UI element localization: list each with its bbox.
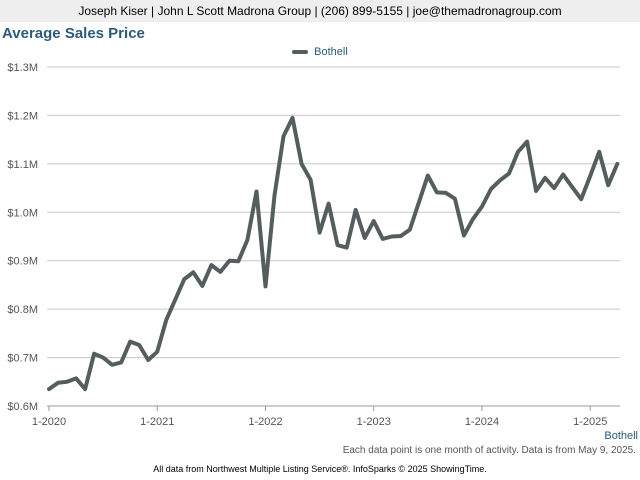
gridlines bbox=[47, 66, 620, 407]
x-tick-label: 1-2025 bbox=[573, 416, 607, 428]
chart-title: Average Sales Price bbox=[2, 25, 145, 42]
x-tick-label: 1-2020 bbox=[32, 416, 66, 428]
legend[interactable]: Bothell bbox=[0, 46, 640, 58]
header-contact-text: Joseph Kiser | John L Scott Madrona Grou… bbox=[78, 4, 562, 18]
data-note: Each data point is one month of activity… bbox=[342, 445, 636, 456]
y-tick-label: $1.3M bbox=[7, 62, 38, 74]
series-end-label: Bothell bbox=[604, 430, 638, 442]
plot-area: Bothell bbox=[47, 115, 638, 442]
x-tick-label: 1-2021 bbox=[140, 416, 174, 428]
y-tick-label: $0.8M bbox=[7, 304, 38, 316]
y-tick-label: $0.7M bbox=[7, 353, 38, 365]
y-tick-label: $1.0M bbox=[7, 207, 38, 219]
y-tick-label: $0.6M bbox=[7, 401, 38, 413]
x-tick-label: 1-2024 bbox=[465, 416, 499, 428]
series-line-bothell[interactable] bbox=[47, 115, 620, 392]
legend-label: Bothell bbox=[314, 46, 348, 58]
footer-attribution: All data from Northwest Multiple Listing… bbox=[153, 464, 487, 474]
y-tick-label: $1.1M bbox=[7, 159, 38, 171]
x-tick-label: 1-2022 bbox=[248, 416, 282, 428]
x-axis: 1-2020 1-2021 1-2022 1-2023 1-2024 1-2025 bbox=[32, 406, 607, 428]
legend-swatch bbox=[292, 50, 309, 54]
y-axis: $0.6M $0.7M $0.8M $0.9M $1.0M $1.1M $1.2M $1.3M bbox=[7, 62, 38, 413]
y-tick-label: $1.2M bbox=[7, 110, 38, 122]
header-bar: Joseph Kiser | John L Scott Madrona Grou… bbox=[0, 0, 640, 22]
y-tick-label: $0.9M bbox=[7, 256, 38, 268]
x-tick-label: 1-2023 bbox=[357, 416, 391, 428]
